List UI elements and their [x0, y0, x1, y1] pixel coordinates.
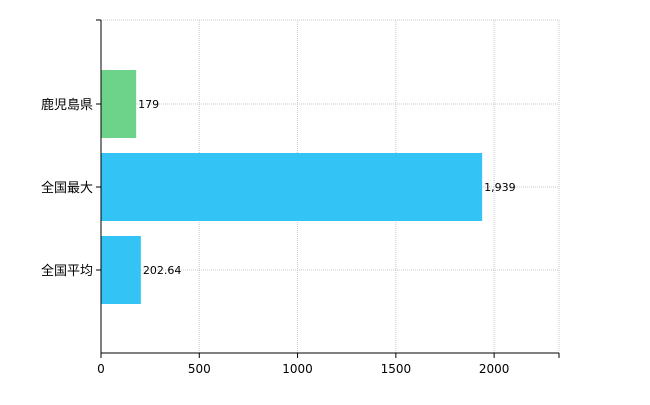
x-tick-label-1: 500	[188, 362, 211, 376]
bars	[101, 70, 483, 304]
x-tick-label-3: 1500	[381, 362, 412, 376]
data-label-0: 179	[138, 98, 159, 111]
category-label-0: 鹿児島県	[41, 97, 93, 113]
bar-0	[101, 70, 137, 138]
category-label-1: 全国最大	[41, 180, 93, 196]
x-tick-label-2: 1000	[282, 362, 313, 376]
category-label-2: 全国平均	[41, 263, 93, 279]
data-label-1: 1,939	[484, 181, 515, 194]
x-tick-label-0: 0	[97, 362, 105, 376]
bar-1	[101, 153, 483, 221]
bar-2	[101, 236, 141, 304]
axes	[96, 19, 560, 358]
x-tick-label-4: 2000	[479, 362, 510, 376]
data-label-2: 202.64	[143, 264, 182, 277]
